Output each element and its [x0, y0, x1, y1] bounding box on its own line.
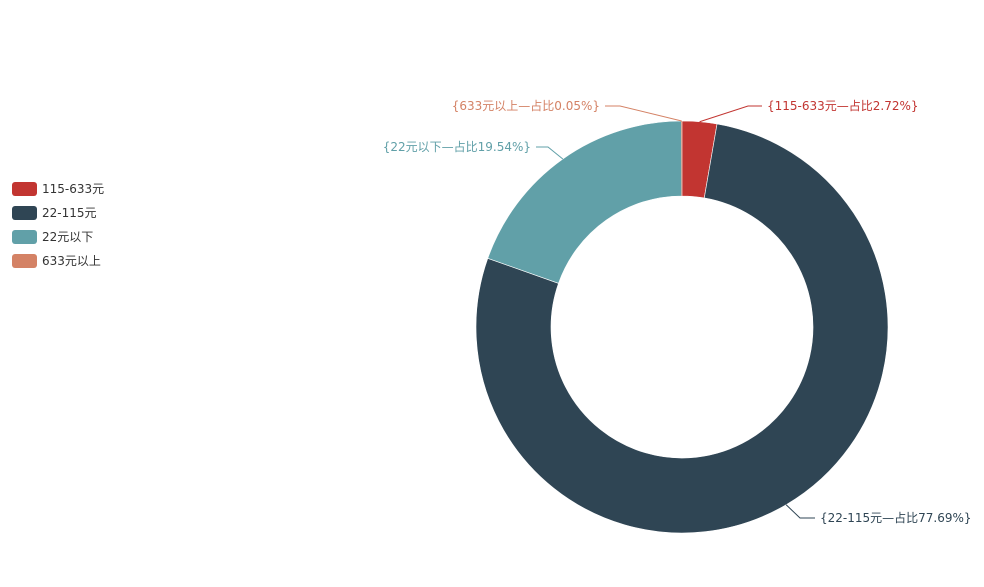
- label-line-1: [785, 504, 815, 519]
- legend-swatch-2[interactable]: [12, 230, 37, 244]
- labels-group: {115-633元—占比2.72%} {22-115元—占比77.69%} {22元…: [383, 98, 972, 525]
- legend-swatch-0[interactable]: [12, 182, 37, 196]
- slice-label-1: {22-115元—占比77.69%}: [820, 510, 972, 525]
- slice-label-3: {633元以上—占比0.05%}: [452, 98, 600, 113]
- label-line-0: [699, 105, 762, 123]
- slice-1[interactable]: [475, 123, 889, 534]
- slices-group: [475, 120, 889, 534]
- legend-item-0[interactable]: 115-633元: [42, 182, 104, 196]
- slice-2[interactable]: [487, 120, 682, 284]
- legend-item-2[interactable]: 22元以下: [42, 230, 93, 244]
- slice-3[interactable]: [681, 121, 682, 197]
- legend: 115-633元 22-115元 22元以下 633元以上: [12, 182, 104, 268]
- legend-swatch-3[interactable]: [12, 254, 37, 268]
- slice-label-0: {115-633元—占比2.72%}: [767, 98, 919, 113]
- label-line-3: [605, 105, 682, 122]
- legend-item-1[interactable]: 22-115元: [42, 206, 97, 220]
- slice-label-2: {22元以下—占比19.54%}: [383, 139, 531, 154]
- legend-swatch-1[interactable]: [12, 206, 37, 220]
- legend-item-3[interactable]: 633元以上: [42, 254, 101, 268]
- label-line-2: [536, 146, 564, 160]
